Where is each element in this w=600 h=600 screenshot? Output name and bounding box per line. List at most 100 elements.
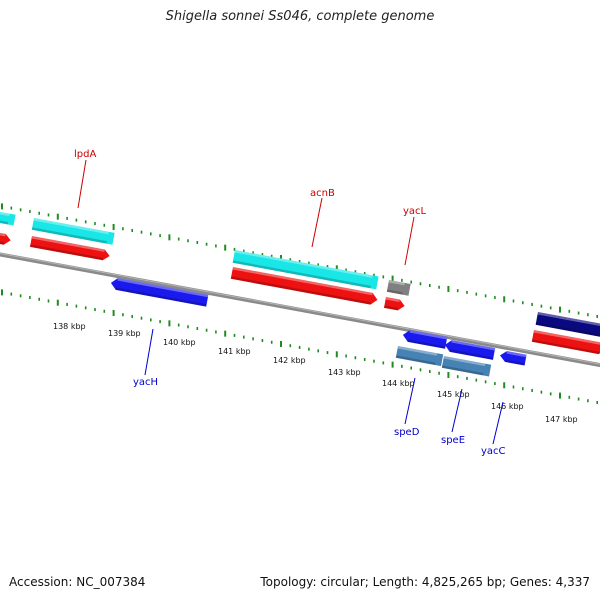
steel-gene-block <box>395 346 444 367</box>
backbone-line <box>0 252 600 368</box>
gene-label-leader <box>311 197 323 248</box>
genome-summary-text: Topology: circular; Length: 4,825,265 bp… <box>260 575 590 589</box>
gene-label-yacH: yacH <box>133 377 158 388</box>
kbp-label: 138 kbp <box>53 322 86 331</box>
cyan-feature <box>232 250 379 290</box>
blue-gene-arrow-speD-shade <box>407 339 446 349</box>
navy-feature-shine <box>537 312 600 327</box>
red-gene-arrow-acnB-shine <box>232 267 373 296</box>
gene-features <box>0 210 600 377</box>
gene-label-acnB: acnB <box>310 188 335 199</box>
red-gene-arrow <box>531 330 600 355</box>
steel-gene-block <box>441 356 492 377</box>
cyan-feature-shine <box>0 210 10 217</box>
gene-labels: lpdA acnB yacL yacH speD speE yacC <box>74 149 506 457</box>
gene-label-leader <box>451 388 463 433</box>
steel-gene-block-shade <box>441 365 484 376</box>
blue-gene-arrow-speE-shade <box>449 349 494 360</box>
map-title: Shigella sonnei Ss046, complete genome <box>165 9 435 24</box>
steel-gene-block-body <box>395 346 444 367</box>
kbp-label: 140 kbp <box>163 338 196 347</box>
blue-gene-arrow-yacC <box>499 351 527 366</box>
kbp-label: 146 kbp <box>491 402 524 411</box>
accession-text: Accession: NC_007384 <box>9 575 146 589</box>
red-gene-arrow <box>29 236 110 261</box>
cyan-feature-body <box>31 218 115 245</box>
cyan-feature <box>0 210 16 226</box>
blue-gene-arrow-yacH-body <box>110 278 209 307</box>
cyan-feature-body <box>0 210 16 226</box>
red-gene-arrow-shine <box>31 236 105 252</box>
red-gene-arrow-yacL-shade <box>383 305 399 311</box>
steel-gene-block-shade <box>395 355 436 366</box>
reverse-strand-ticks <box>1 289 599 404</box>
blue-gene-arrow-speD-shine <box>409 330 448 340</box>
blue-gene-arrow-yacC-shade <box>504 359 526 366</box>
red-gene-arrow-body <box>531 330 600 355</box>
kbp-label: 145 kbp <box>437 390 470 399</box>
red-gene-arrow-acnB <box>230 267 378 305</box>
cyan-feature <box>31 218 115 245</box>
gene-label-leader <box>404 377 416 425</box>
blue-gene-arrow-yacH-shade <box>115 287 207 307</box>
steel-gene-block-body <box>441 356 492 377</box>
cyan-feature-shade <box>0 218 9 225</box>
gene-label-yacC: yacC <box>481 446 506 457</box>
red-gene-arrow-shade <box>29 244 104 261</box>
red-gene-arrow-acnB-body <box>230 267 378 305</box>
gene-label-lpdA: lpdA <box>74 149 96 160</box>
blue-gene-arrow-speE-shine <box>451 340 496 351</box>
navy-feature <box>535 312 600 338</box>
gene-label-speE: speE <box>441 435 465 446</box>
kbp-axis-labels: 138 kbp 139 kbp 140 kbp 141 kbp 142 kbp 143 k… <box>53 322 578 424</box>
forward-strand-ticks <box>1 203 599 318</box>
blue-gene-arrow-speD-body <box>402 330 448 349</box>
blue-gene-arrow-speE-body <box>444 340 496 360</box>
grey-gene-block-shine <box>388 280 405 286</box>
red-gene-arrow-yacL-shine <box>385 297 400 303</box>
grey-gene-block-shade <box>386 289 404 295</box>
kbp-label: 147 kbp <box>545 415 578 424</box>
red-gene-arrow-body <box>29 236 110 261</box>
red-gene-arrow-shade <box>0 239 5 245</box>
gene-label-leader <box>404 216 415 266</box>
cyan-feature-shine <box>234 250 373 278</box>
kbp-label: 142 kbp <box>273 356 306 365</box>
red-gene-arrow-body <box>0 231 11 245</box>
blue-gene-arrow-yacH-shine <box>117 278 209 298</box>
kbp-label: 141 kbp <box>218 347 251 356</box>
cyan-feature-shade <box>31 227 108 244</box>
red-gene-arrow-yacL <box>383 297 405 311</box>
blue-gene-arrow-yacC-shine <box>506 351 527 358</box>
cyan-feature-body <box>232 250 379 290</box>
red-gene-arrow-shine <box>533 330 600 345</box>
grey-gene-block-body <box>386 280 411 296</box>
kbp-label: 144 kbp <box>382 379 415 388</box>
gene-label-leader <box>77 159 87 209</box>
gene-label-speD: speD <box>394 427 420 438</box>
backbone-highlight <box>0 252 600 365</box>
blue-gene-arrow-yacH <box>110 278 209 307</box>
blue-gene-arrow-speE <box>444 340 496 360</box>
navy-feature-body <box>535 312 600 338</box>
cyan-feature-shine <box>33 218 109 235</box>
kbp-label: 139 kbp <box>108 329 141 338</box>
cyan-feature-shade <box>232 260 371 289</box>
grey-gene-block <box>386 280 411 296</box>
red-gene-arrow-acnB-shade <box>230 276 371 305</box>
navy-feature-shade <box>535 322 600 337</box>
steel-gene-block-shine <box>397 346 438 356</box>
kbp-label: 143 kbp <box>328 368 361 377</box>
gene-label-leader <box>492 401 504 445</box>
red-gene-arrow <box>0 231 11 245</box>
red-gene-arrow-shade <box>531 339 600 355</box>
blue-gene-arrow-speD <box>402 330 448 349</box>
steel-gene-block-shine <box>443 356 486 367</box>
genome-backbone <box>0 252 600 368</box>
red-gene-arrow-yacL-body <box>383 297 405 311</box>
blue-gene-arrow-yacC-body <box>499 351 527 366</box>
red-gene-arrow-shine <box>0 231 6 237</box>
gene-label-leader <box>144 328 154 376</box>
gene-label-yacL: yacL <box>403 206 427 217</box>
